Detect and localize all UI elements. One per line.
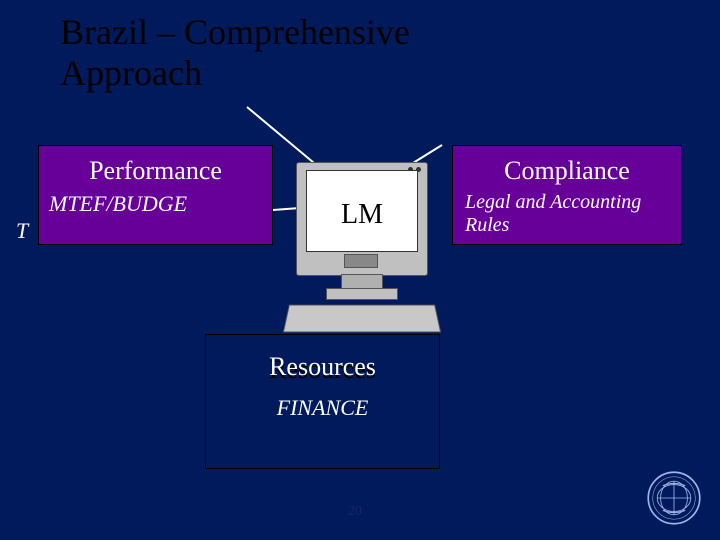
keyboard-icon bbox=[283, 305, 441, 333]
computer-icon: LM bbox=[286, 162, 436, 332]
performance-sub: MTEF/BUDGE bbox=[49, 191, 187, 217]
title-line-1: Brazil – Comprehensive bbox=[60, 12, 410, 52]
performance-sub-overflow: T bbox=[16, 218, 28, 244]
performance-box: Performance MTEF/BUDGE bbox=[38, 145, 273, 245]
monitor-base bbox=[326, 288, 398, 300]
title-line-2: Approach bbox=[60, 53, 202, 93]
screen-label: LM bbox=[341, 199, 383, 231]
compliance-sub: Legal and Accounting Rules bbox=[465, 191, 681, 237]
drive-slot-icon bbox=[344, 254, 378, 268]
compliance-box: Compliance Legal and Accounting Rules bbox=[452, 145, 682, 245]
imf-seal-icon bbox=[646, 470, 702, 526]
resources-sub: FINANCE bbox=[206, 395, 439, 421]
monitor-screen: LM bbox=[306, 170, 418, 252]
page-number: 20 bbox=[348, 504, 362, 520]
resources-heading-overlay: Resources bbox=[205, 352, 440, 382]
performance-heading: Performance bbox=[39, 156, 272, 186]
compliance-heading: Compliance bbox=[453, 156, 681, 186]
slide-title: Brazil – Comprehensive Approach bbox=[60, 12, 410, 95]
